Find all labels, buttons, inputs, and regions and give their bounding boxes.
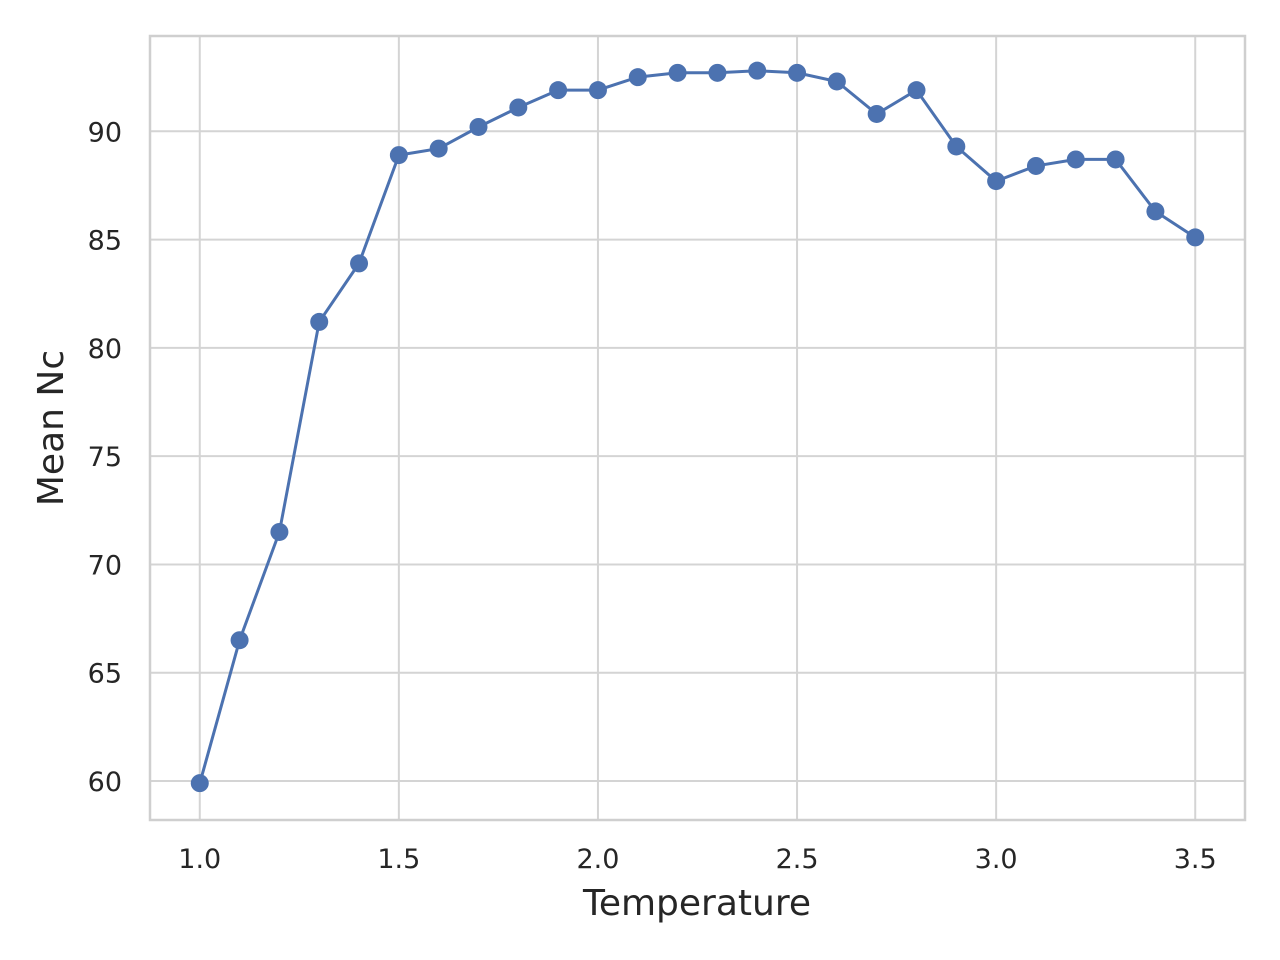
y-axis-title: Mean Nc — [31, 350, 72, 506]
data-point — [947, 137, 966, 156]
data-point — [350, 254, 369, 273]
y-tick-label: 75 — [88, 442, 122, 473]
plot-frame — [148, 34, 1247, 822]
data-point — [668, 63, 687, 82]
y-tick-label: 70 — [88, 550, 122, 581]
data-point — [509, 98, 528, 117]
y-tick-label: 60 — [88, 767, 122, 798]
data-point — [1146, 202, 1165, 221]
data-point — [987, 172, 1006, 191]
data-point — [1026, 156, 1045, 175]
plot-background — [150, 36, 1245, 820]
data-point — [1186, 228, 1205, 247]
x-tick-label: 3.5 — [1174, 844, 1217, 875]
data-point — [469, 117, 488, 136]
data-point — [389, 146, 408, 165]
data-point — [867, 104, 886, 123]
x-tick-label: 2.0 — [576, 844, 619, 875]
data-point — [1106, 150, 1125, 169]
data-point — [1066, 150, 1085, 169]
y-tick-label: 90 — [88, 117, 122, 148]
data-point — [788, 63, 807, 82]
x-tick-label: 1.0 — [178, 844, 221, 875]
data-point — [429, 139, 448, 158]
data-point — [190, 774, 209, 793]
x-tick-label: 1.5 — [377, 844, 420, 875]
data-points — [190, 61, 1205, 793]
data-point — [549, 81, 568, 100]
data-point — [748, 61, 767, 80]
data-point — [907, 81, 926, 100]
x-tick-label: 2.5 — [776, 844, 819, 875]
grid-lines — [150, 36, 1245, 820]
data-point — [310, 312, 329, 331]
y-tick-label: 65 — [88, 659, 122, 690]
data-point — [827, 72, 846, 91]
data-point — [628, 68, 647, 87]
y-axis-ticks: 60 65 70 75 80 85 90 — [88, 117, 122, 798]
data-point — [270, 522, 289, 541]
y-tick-label: 80 — [88, 334, 122, 365]
x-tick-label: 3.0 — [975, 844, 1018, 875]
data-point — [588, 81, 607, 100]
x-axis-ticks: 1.0 1.5 2.0 2.5 3.0 3.5 — [178, 844, 1216, 875]
y-tick-label: 85 — [88, 226, 122, 257]
data-point — [708, 63, 727, 82]
data-point — [230, 631, 249, 650]
x-axis-title: Temperature — [582, 883, 811, 924]
